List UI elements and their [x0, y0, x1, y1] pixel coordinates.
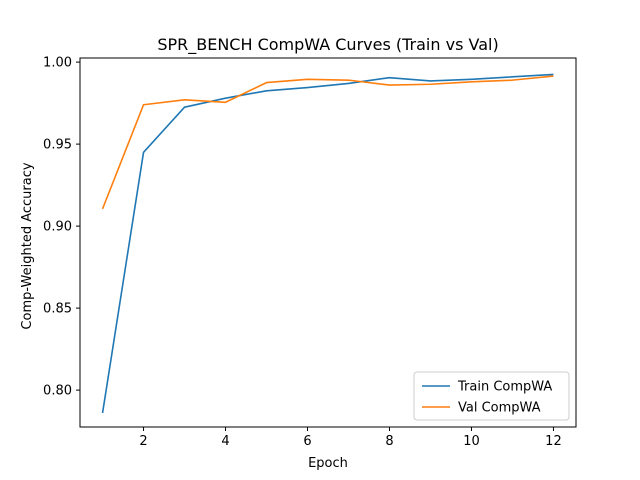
legend-box [413, 371, 570, 421]
chart-title: SPR_BENCH CompWA Curves (Train vs Val) [157, 35, 498, 55]
y-tick-label: 0.90 [43, 220, 72, 235]
x-tick-label: 10 [463, 434, 480, 449]
val-compwa-line [101, 75, 554, 210]
x-tick-label: 8 [385, 434, 393, 449]
x-axis-label: Epoch [308, 456, 348, 471]
y-tick-label: 0.95 [43, 138, 72, 153]
y-axis-label: Comp-Weighted Accuracy [20, 162, 35, 329]
x-tick-label: 4 [221, 434, 229, 449]
x-tick-label: 12 [545, 434, 562, 449]
y-tick-label: 1.00 [43, 56, 72, 71]
x-tick-label: 2 [139, 434, 147, 449]
legend-label: Train CompWA [457, 380, 552, 395]
y-tick-label: 0.85 [43, 302, 72, 317]
y-tick-label: 0.80 [43, 384, 72, 399]
axes-frame [79, 57, 577, 428]
x-tick-label: 6 [303, 434, 311, 449]
plot-area: 2 4 6 8 10 12 0.80 0.85 0.90 0.95 1.00 Train CompWA… [43, 56, 577, 449]
legend-label: Val CompWA [458, 401, 541, 416]
train-compwa-line [101, 73, 554, 414]
